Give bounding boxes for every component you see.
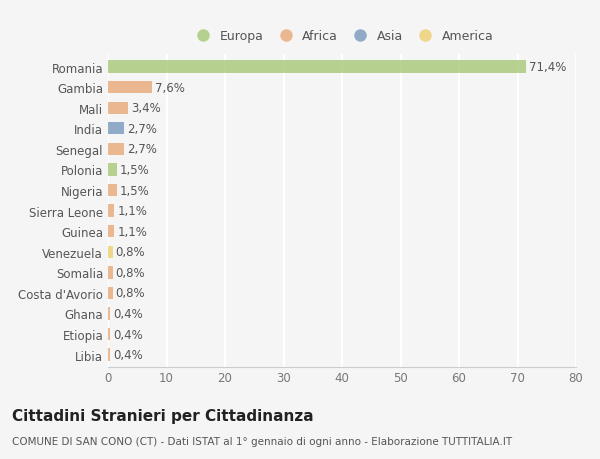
Bar [108,102,128,115]
Bar [108,185,117,197]
Bar [108,225,115,238]
Bar [108,123,124,135]
Bar [108,164,117,176]
Text: 3,4%: 3,4% [131,102,161,115]
Text: 0,4%: 0,4% [113,308,143,320]
Text: 7,6%: 7,6% [155,81,185,95]
Text: 0,8%: 0,8% [116,246,145,259]
Text: 2,7%: 2,7% [127,143,157,156]
Text: 0,4%: 0,4% [113,348,143,361]
Legend: Europa, Africa, Asia, America: Europa, Africa, Asia, America [191,30,493,43]
Bar [108,267,113,279]
Text: 0,8%: 0,8% [116,287,145,300]
Bar [108,82,152,94]
Bar [108,287,113,299]
Bar [108,328,110,341]
Text: 1,1%: 1,1% [118,205,147,218]
Text: 1,5%: 1,5% [120,184,149,197]
Text: Cittadini Stranieri per Cittadinanza: Cittadini Stranieri per Cittadinanza [12,409,314,424]
Text: 1,1%: 1,1% [118,225,147,238]
Bar [108,308,110,320]
Text: 1,5%: 1,5% [120,163,149,177]
Text: 2,7%: 2,7% [127,123,157,135]
Bar [108,246,113,258]
Text: 71,4%: 71,4% [529,61,566,74]
Bar [108,61,526,73]
Bar [108,349,110,361]
Bar [108,205,115,217]
Text: 0,4%: 0,4% [113,328,143,341]
Text: COMUNE DI SAN CONO (CT) - Dati ISTAT al 1° gennaio di ogni anno - Elaborazione T: COMUNE DI SAN CONO (CT) - Dati ISTAT al … [12,436,512,446]
Bar [108,143,124,156]
Text: 0,8%: 0,8% [116,266,145,279]
